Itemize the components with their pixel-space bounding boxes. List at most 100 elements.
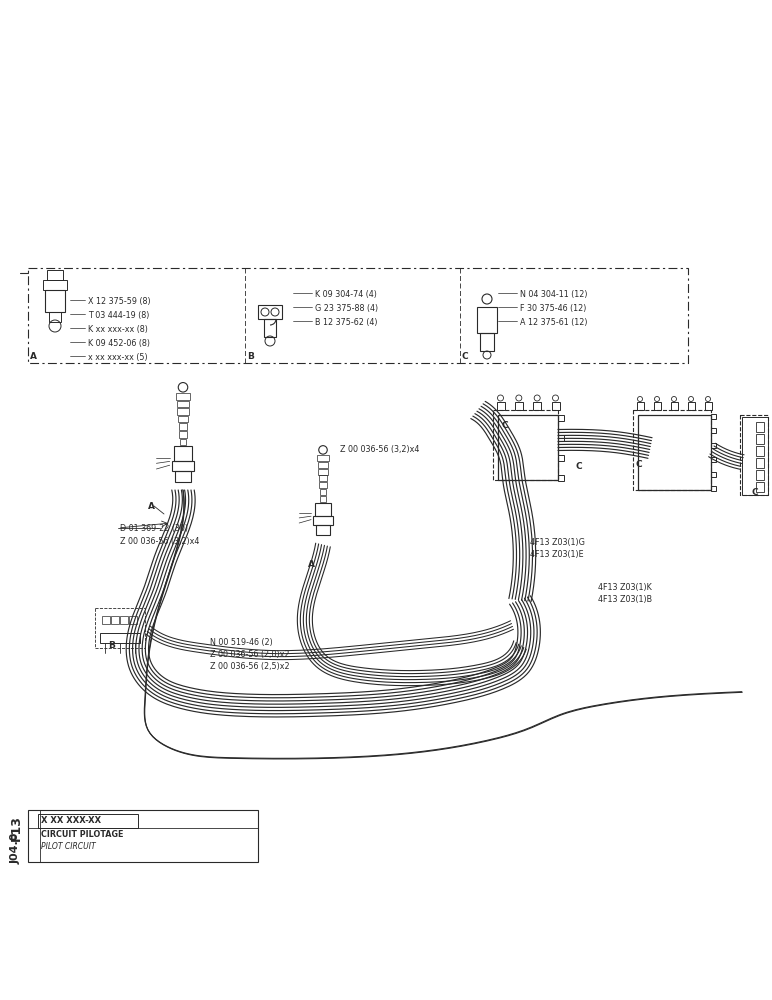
Bar [711, 486, 716, 491]
Bar [533, 402, 541, 410]
Text: K 09 452-06 (8): K 09 452-06 (8) [88, 339, 150, 348]
Bar [493, 410, 557, 480]
Text: B 12 375-62 (4): B 12 375-62 (4) [315, 318, 378, 327]
Bar [38, 814, 138, 828]
Text: Z 00 036-56 (3,2)x4: Z 00 036-56 (3,2)x4 [340, 445, 419, 454]
Bar [756, 458, 764, 468]
Text: 4F13 Z03(1)B: 4F13 Z03(1)B [598, 595, 652, 604]
Text: G 23 375-88 (4): G 23 375-88 (4) [315, 304, 378, 313]
Bar [557, 475, 564, 481]
Text: A: A [30, 352, 37, 361]
Bar [637, 402, 644, 410]
Bar [688, 402, 695, 410]
Bar [480, 333, 494, 351]
Text: C: C [462, 352, 469, 361]
Text: C: C [752, 488, 759, 497]
Bar [45, 290, 65, 312]
Text: N 04 304-11 (12): N 04 304-11 (12) [520, 290, 587, 299]
Bar [317, 455, 329, 461]
Text: T 03 444-19 (8): T 03 444-19 (8) [88, 311, 149, 320]
Bar [43, 280, 67, 290]
Bar [711, 443, 716, 448]
Bar [711, 428, 716, 433]
Text: 4F13 Z03(1)G: 4F13 Z03(1)G [530, 538, 585, 547]
Bar [317, 462, 328, 468]
Text: B: B [247, 352, 254, 361]
Bar [740, 415, 768, 495]
Bar [178, 423, 188, 430]
Text: F 30 375-46 (12): F 30 375-46 (12) [520, 304, 587, 313]
Text: D 01 369-22 (30): D 01 369-22 (30) [120, 524, 188, 533]
Bar [174, 446, 191, 461]
Bar [100, 633, 140, 643]
Bar [756, 422, 764, 432]
Bar [671, 402, 678, 410]
Bar [711, 414, 716, 419]
Text: Z 00 036-56 (2,0)x2: Z 00 036-56 (2,0)x2 [210, 650, 290, 659]
Text: K 09 304-74 (4): K 09 304-74 (4) [315, 290, 377, 299]
Bar [129, 616, 137, 624]
Text: X 12 375-59 (8): X 12 375-59 (8) [88, 297, 151, 306]
Bar [497, 415, 557, 480]
Bar [258, 305, 282, 319]
Bar [756, 446, 764, 456]
Bar [638, 415, 711, 490]
Bar [28, 268, 688, 363]
Text: X XX XXX-XX: X XX XXX-XX [41, 816, 101, 825]
Text: 4F13 Z03(1)K: 4F13 Z03(1)K [598, 583, 652, 592]
Bar [319, 482, 327, 488]
Bar [557, 455, 564, 461]
Bar [180, 439, 186, 445]
Text: Z 00 036-56 (2,5)x2: Z 00 036-56 (2,5)x2 [210, 662, 290, 671]
Bar [742, 417, 768, 495]
Text: C: C [501, 421, 508, 430]
Text: N 00 519-46 (2): N 00 519-46 (2) [210, 638, 273, 647]
Text: K xx xxx-xx (8): K xx xxx-xx (8) [88, 325, 148, 334]
Text: CIRCUIT PILOTAGE: CIRCUIT PILOTAGE [41, 830, 124, 839]
Bar [178, 416, 188, 422]
Text: PILOT CIRCUIT: PILOT CIRCUIT [41, 842, 96, 851]
Text: x xx xxx-xx (5): x xx xxx-xx (5) [88, 353, 147, 362]
Bar [320, 496, 326, 502]
Bar [318, 469, 328, 475]
Bar [654, 402, 661, 410]
Bar [111, 616, 119, 624]
Bar [515, 402, 523, 410]
Bar [633, 410, 711, 490]
Text: J04.0: J04.0 [11, 832, 21, 864]
Text: C: C [635, 460, 642, 469]
Bar [477, 307, 497, 333]
Bar [95, 608, 145, 648]
Bar [120, 616, 128, 624]
Text: 4F13 Z03(1)E: 4F13 Z03(1)E [530, 550, 584, 559]
Text: A: A [148, 502, 155, 511]
Text: F13: F13 [9, 815, 22, 841]
Text: A 12 375-61 (12): A 12 375-61 (12) [520, 318, 587, 327]
Bar [317, 525, 330, 535]
Bar [756, 470, 764, 480]
Bar [178, 408, 188, 415]
Bar [319, 475, 327, 481]
Bar [320, 489, 327, 495]
Bar [711, 472, 716, 477]
Bar [557, 435, 564, 441]
Bar [711, 457, 716, 462]
Bar [47, 270, 63, 280]
Bar [756, 482, 764, 492]
Bar [315, 503, 330, 516]
Text: C: C [575, 462, 581, 471]
Bar [705, 402, 712, 410]
Bar [264, 319, 276, 337]
Bar [49, 312, 61, 322]
Bar [176, 393, 190, 400]
Bar [756, 434, 764, 444]
Bar [557, 415, 564, 421]
Bar [496, 402, 504, 410]
Bar [551, 402, 560, 410]
Bar [28, 810, 258, 862]
Bar [313, 516, 334, 525]
Bar [175, 471, 191, 482]
Bar [179, 431, 187, 438]
Bar [177, 401, 189, 407]
Bar [102, 616, 110, 624]
